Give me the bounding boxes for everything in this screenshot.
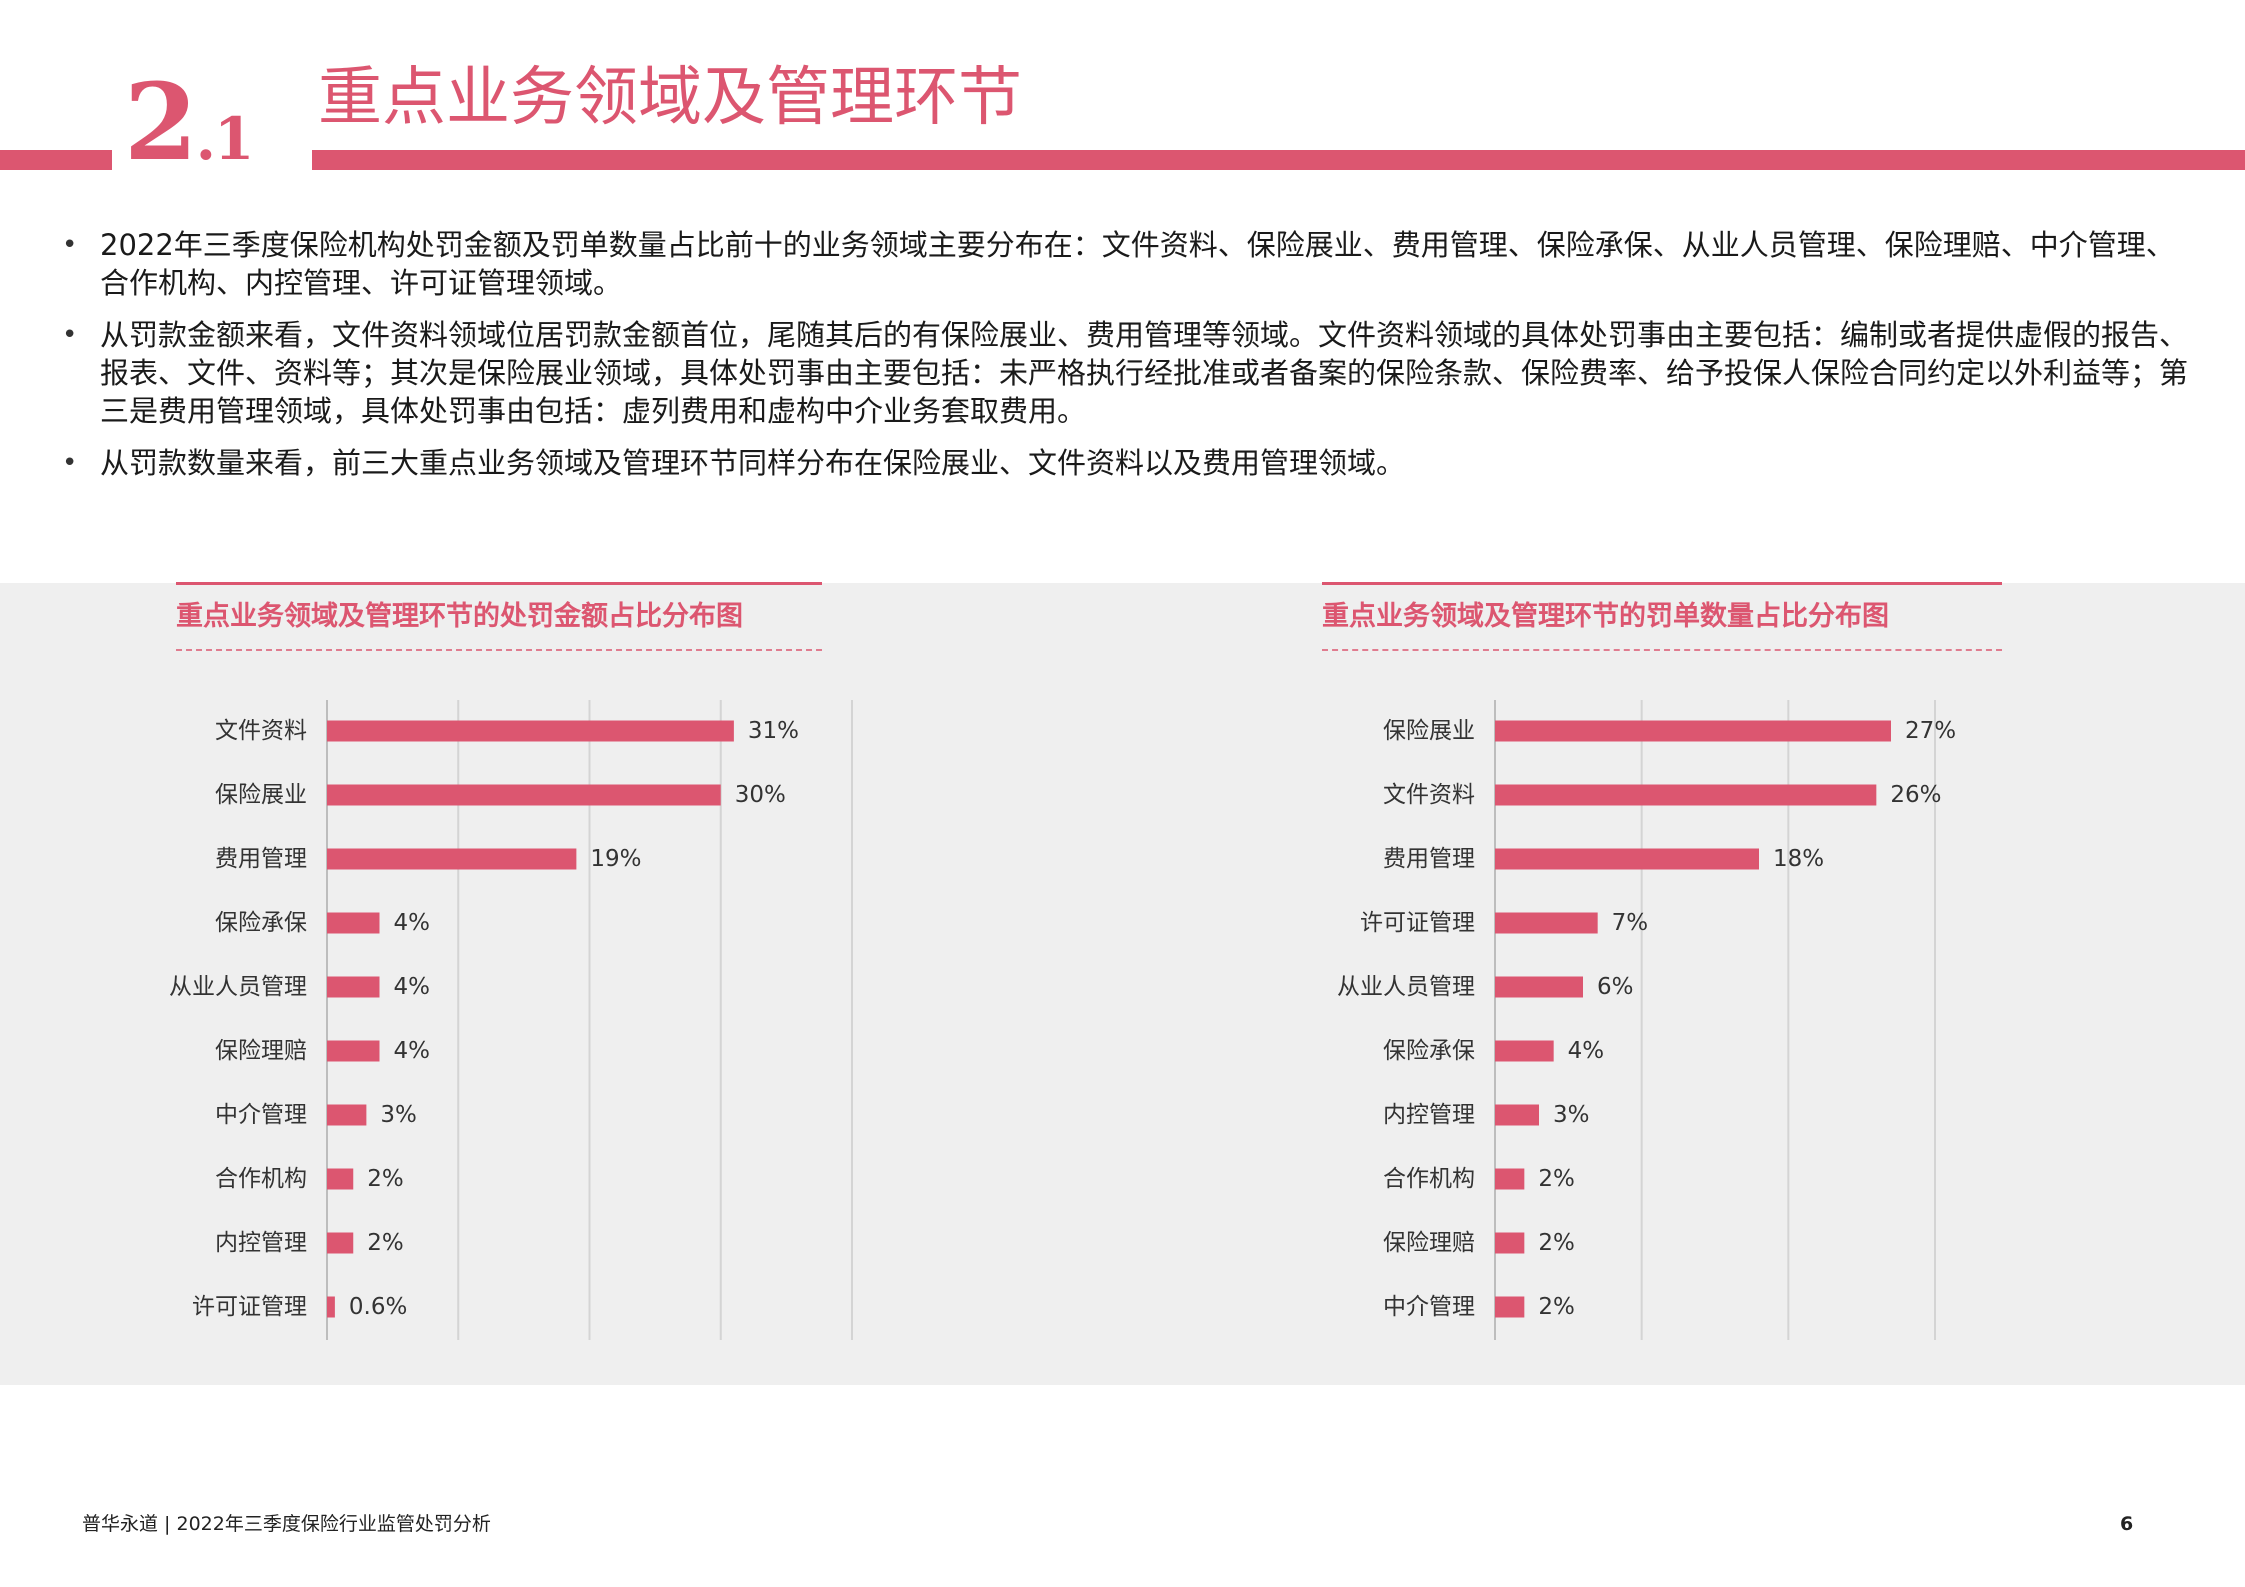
bar [327, 1232, 354, 1254]
bar [327, 1040, 380, 1062]
bullet-item: 2022年三季度保险机构处罚金额及罚单数量占比前十的业务领域主要分布在：文件资料… [62, 226, 2192, 302]
bar [327, 1168, 354, 1190]
bar [327, 1104, 367, 1126]
category-label: 费用管理 [1383, 846, 1475, 872]
category-label: 保险承保 [1383, 1038, 1475, 1064]
bar [1495, 1104, 1539, 1126]
data-label: 31% [748, 718, 799, 744]
data-label: 27% [1905, 718, 1956, 744]
data-label: 6% [1597, 974, 1634, 1000]
category-label: 保险理赔 [1383, 1230, 1475, 1256]
category-label: 内控管理 [1383, 1102, 1475, 1128]
chart-title-underline [176, 649, 822, 651]
category-label: 从业人员管理 [169, 974, 307, 1000]
page-number: 6 [2120, 1513, 2134, 1535]
category-label: 保险展业 [215, 782, 307, 808]
section-number: 2.1 [124, 59, 255, 199]
header-band-left [0, 150, 112, 170]
bar [1495, 976, 1583, 998]
data-label: 4% [394, 1038, 431, 1064]
data-label: 4% [1568, 1038, 1605, 1064]
category-label: 内控管理 [215, 1230, 307, 1256]
data-label: 0.6% [349, 1294, 407, 1320]
data-label: 7% [1612, 910, 1649, 936]
category-label: 文件资料 [215, 718, 307, 744]
data-label: 3% [1553, 1102, 1590, 1128]
chart-header-amount: 重点业务领域及管理环节的处罚金额占比分布图 [176, 582, 822, 651]
category-label: 从业人员管理 [1337, 974, 1475, 1000]
data-label: 4% [394, 974, 431, 1000]
bar [327, 848, 577, 870]
bar [1495, 720, 1891, 742]
section-number-sub: .1 [195, 105, 255, 173]
chart-count: 保险展业 27% 文件资料 26% 费用管理 18% 许可证管理 7% 从业人员管理 6% 保险承保… [1337, 700, 1956, 1340]
bar [327, 912, 380, 934]
category-label: 文件资料 [1383, 782, 1475, 808]
data-label: 2% [367, 1166, 404, 1192]
bar [1495, 912, 1598, 934]
page-title: 重点业务领域及管理环节 [318, 61, 1022, 135]
data-label: 2% [367, 1230, 404, 1256]
category-label: 中介管理 [215, 1102, 307, 1128]
category-label: 合作机构 [215, 1166, 307, 1192]
data-label: 18% [1773, 846, 1824, 872]
section-number-main: 2 [124, 59, 198, 184]
bar [327, 1296, 335, 1318]
category-label: 中介管理 [1383, 1294, 1475, 1320]
data-label: 30% [735, 782, 786, 808]
data-label: 4% [394, 910, 431, 936]
bar [1495, 848, 1759, 870]
data-label: 2% [1538, 1166, 1575, 1192]
header-band-right [312, 150, 2245, 170]
chart-amount: 文件资料 31% 保险展业 30% 费用管理 19% 保险承保 4% 从业人员管理 4% 保险理赔 4… [169, 700, 853, 1340]
chart-title-amount: 重点业务领域及管理环节的处罚金额占比分布图 [176, 601, 743, 632]
data-label: 19% [590, 846, 641, 872]
chart-header-count: 重点业务领域及管理环节的罚单数量占比分布图 [1322, 582, 2002, 651]
bar [1495, 1232, 1525, 1254]
category-label: 许可证管理 [192, 1294, 307, 1320]
category-label: 费用管理 [215, 846, 307, 872]
category-label: 合作机构 [1383, 1166, 1475, 1192]
data-label: 2% [1538, 1294, 1575, 1320]
bar [327, 784, 721, 806]
category-label: 保险承保 [215, 910, 307, 936]
category-label: 保险理赔 [215, 1038, 307, 1064]
bar [327, 720, 734, 742]
data-label: 2% [1538, 1230, 1575, 1256]
bullet-item: 从罚款数量来看，前三大重点业务领域及管理环节同样分布在保险展业、文件资料以及费用… [62, 444, 2192, 482]
summary-bullets: 2022年三季度保险机构处罚金额及罚单数量占比前十的业务领域主要分布在：文件资料… [62, 226, 2192, 496]
bar [1495, 1040, 1554, 1062]
bar [1495, 1296, 1525, 1318]
chart-title-count: 重点业务领域及管理环节的罚单数量占比分布图 [1322, 601, 1889, 632]
bar [1495, 1168, 1525, 1190]
data-label: 3% [380, 1102, 417, 1128]
data-label: 26% [1890, 782, 1941, 808]
category-label: 保险展业 [1383, 718, 1475, 744]
footer-text: 普华永道 | 2022年三季度保险行业监管处罚分析 [82, 1513, 491, 1535]
bar [327, 976, 380, 998]
chart-title-underline [1322, 649, 2002, 651]
category-label: 许可证管理 [1360, 910, 1475, 936]
bullet-item: 从罚款金额来看，文件资料领域位居罚款金额首位，尾随其后的有保险展业、费用管理等领… [62, 316, 2192, 430]
bar [1495, 784, 1877, 806]
